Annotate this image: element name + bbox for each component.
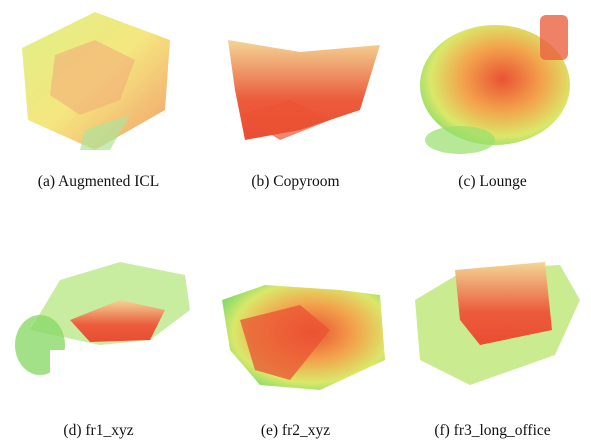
render-f xyxy=(415,262,580,385)
render-d xyxy=(15,262,190,380)
caption: (d) fr1_xyz xyxy=(0,422,197,440)
caption: (b) Copyroom xyxy=(197,173,394,191)
render-a xyxy=(22,12,170,150)
figure: (a) Augmented ICL (b) Copyroom (c) Loung… xyxy=(0,0,591,446)
caption: (f) fr3_long_office xyxy=(394,422,591,440)
caption: (e) fr2_xyz xyxy=(197,422,394,440)
caption: (a) Augmented ICL xyxy=(0,173,197,191)
render-c xyxy=(420,15,570,154)
caption: (c) Lounge xyxy=(394,173,591,191)
render-e xyxy=(222,285,385,390)
point-cloud-renders xyxy=(0,0,591,446)
render-b xyxy=(228,40,380,140)
